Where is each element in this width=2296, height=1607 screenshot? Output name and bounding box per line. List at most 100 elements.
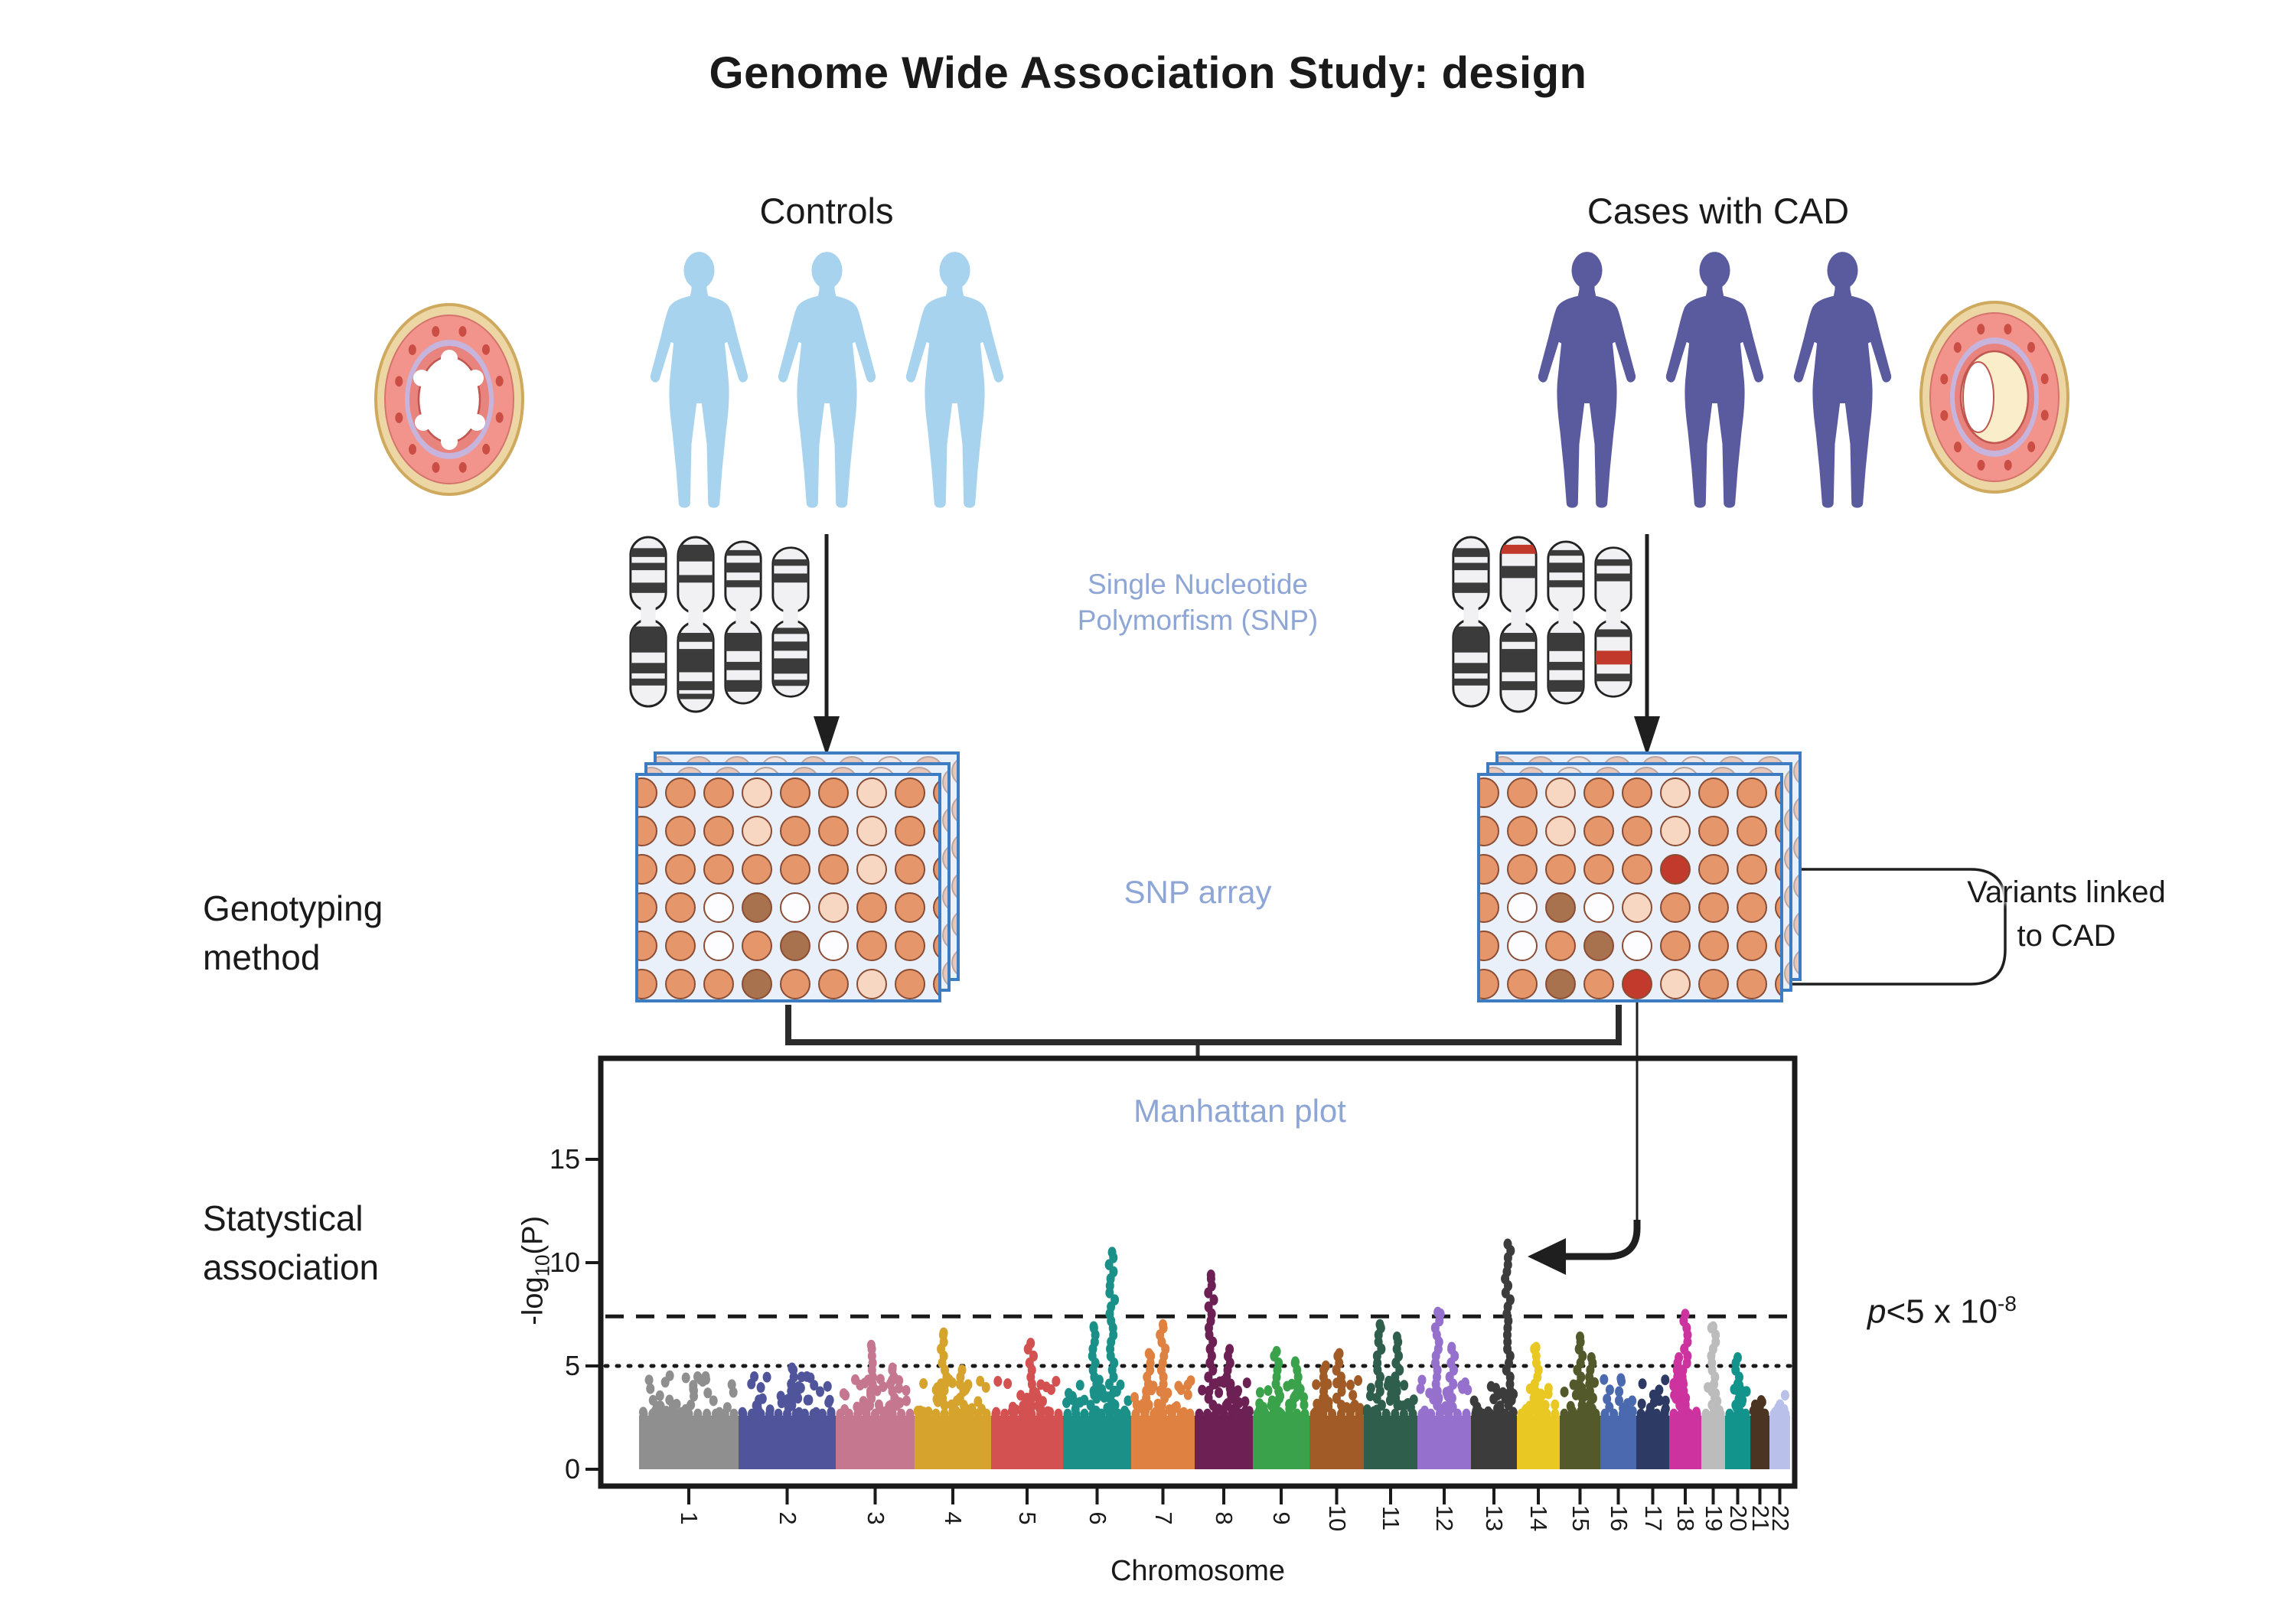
controls-to-array-arrow [814, 534, 840, 756]
snp-dot [895, 931, 925, 961]
snp-dot [703, 777, 734, 808]
genotyping-line1: Genotyping [203, 888, 383, 928]
snp-dot [818, 816, 849, 846]
snp-dot [742, 777, 772, 808]
snp-dot [895, 969, 925, 999]
variants-linked-label: Variants linked to CAD [1883, 871, 2250, 958]
x-tick-label: 3 [862, 1511, 889, 1525]
arrays-to-plot-bracket [785, 1005, 1622, 1058]
snp-dot [1480, 777, 1499, 808]
snp-dot [780, 816, 810, 846]
snp-dot [933, 816, 938, 846]
snp-array-front-panel [1477, 773, 1783, 1002]
snp-dot [1545, 931, 1576, 961]
snp-dot [1660, 969, 1691, 999]
snp-dot [1583, 777, 1614, 808]
genotyping-line2: method [203, 937, 321, 977]
snp-dot [1784, 958, 1789, 989]
x-tick-label: 14 [1525, 1504, 1552, 1532]
snp-dot [942, 805, 947, 836]
x-tick-label: 15 [1567, 1504, 1594, 1532]
statistical-association-label: Statystical association [203, 1194, 379, 1292]
snp-dot [742, 816, 772, 846]
snp-dot [1698, 854, 1729, 885]
pvalue-p: p [1867, 1292, 1887, 1331]
snp-dot [1545, 969, 1576, 999]
snp-dot [942, 882, 947, 912]
controls-label: Controls [759, 191, 894, 231]
pvalue-exponent: -8 [1998, 1292, 2017, 1315]
x-axis-label: Chromosome [1110, 1555, 1286, 1587]
variant-dot [1622, 969, 1652, 999]
snp-dot [638, 854, 657, 885]
snp-dot [856, 777, 887, 808]
variant-dot [1660, 854, 1691, 885]
controls-chromosomes-icon [629, 536, 810, 713]
snp-dot [638, 777, 657, 808]
snp-dot [1660, 777, 1691, 808]
x-tick-label: 13 [1481, 1504, 1508, 1532]
snp-dot [1698, 969, 1729, 999]
snp-dot [1660, 931, 1691, 961]
snp-dot [1784, 805, 1789, 836]
snp-dot [780, 931, 810, 961]
snp-dot [1622, 892, 1652, 923]
snp-dot [780, 854, 810, 885]
snp-dot [1775, 931, 1780, 961]
snp-dot [638, 892, 657, 923]
snp-dot [1507, 777, 1538, 808]
snp-dot [638, 969, 657, 999]
snp-dot [951, 909, 957, 940]
snp-dot [942, 767, 947, 797]
snp-dot [818, 854, 849, 885]
snp-dot [942, 843, 947, 874]
snp-dot [1784, 882, 1789, 912]
snp-dot [665, 892, 696, 923]
snp-dot [1660, 892, 1691, 923]
snp-dot [703, 854, 734, 885]
snp-dot [1793, 909, 1799, 940]
snp-dot [703, 931, 734, 961]
snp-dot [1775, 777, 1780, 808]
snp-dot [951, 833, 957, 863]
y-tick-label: 0 [564, 1453, 580, 1485]
snp-array-cases [1477, 751, 1821, 1012]
y-tick-label: 10 [549, 1247, 580, 1278]
snp-dot [1698, 892, 1729, 923]
snp-dot [951, 794, 957, 825]
y-tick-label: 15 [549, 1143, 580, 1175]
snp-dot [1545, 892, 1576, 923]
cases-label: Cases with CAD [1587, 191, 1850, 231]
snp-dot [1793, 947, 1799, 978]
snp-dot [1793, 871, 1799, 901]
snp-dot [895, 892, 925, 923]
snp-dot [1784, 843, 1789, 874]
snp-dot [1698, 931, 1729, 961]
snp-note: Single Nucleotide Polymorfism (SNP) [1006, 566, 1389, 638]
snp-dot [1737, 931, 1767, 961]
pvalue-threshold-label: p<5 x 10-8 [1867, 1292, 2017, 1332]
ylab-pre: -log [517, 1276, 550, 1325]
snp-dot [933, 931, 938, 961]
snp-dot [818, 892, 849, 923]
snp-dot [895, 816, 925, 846]
variants-line2: to CAD [2017, 919, 2116, 953]
x-tick-label: 22 [1766, 1504, 1794, 1532]
snp-dot [951, 756, 957, 787]
snp-dot [1583, 854, 1614, 885]
x-tick-label: 1 [676, 1511, 703, 1525]
x-tick-label: 19 [1700, 1504, 1727, 1532]
snp-dot [1622, 816, 1652, 846]
snp-dot [818, 777, 849, 808]
snp-dot [818, 969, 849, 999]
x-tick-label: 4 [940, 1511, 967, 1525]
snp-dot [933, 777, 938, 808]
snp-dot [942, 920, 947, 950]
snp-array-label: SNP array [1124, 874, 1272, 910]
snp-dot [1545, 777, 1576, 808]
variants-line1: Variants linked [1967, 875, 2166, 909]
snp-dot [1622, 854, 1652, 885]
snp-dot [856, 931, 887, 961]
cases-group-silhouettes [1538, 252, 1892, 508]
